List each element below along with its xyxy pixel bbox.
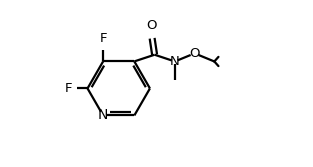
Text: N: N bbox=[98, 108, 108, 122]
Text: F: F bbox=[100, 32, 107, 45]
Text: F: F bbox=[65, 82, 72, 95]
Text: N: N bbox=[170, 55, 180, 68]
Text: O: O bbox=[189, 47, 200, 60]
Text: O: O bbox=[146, 19, 157, 32]
